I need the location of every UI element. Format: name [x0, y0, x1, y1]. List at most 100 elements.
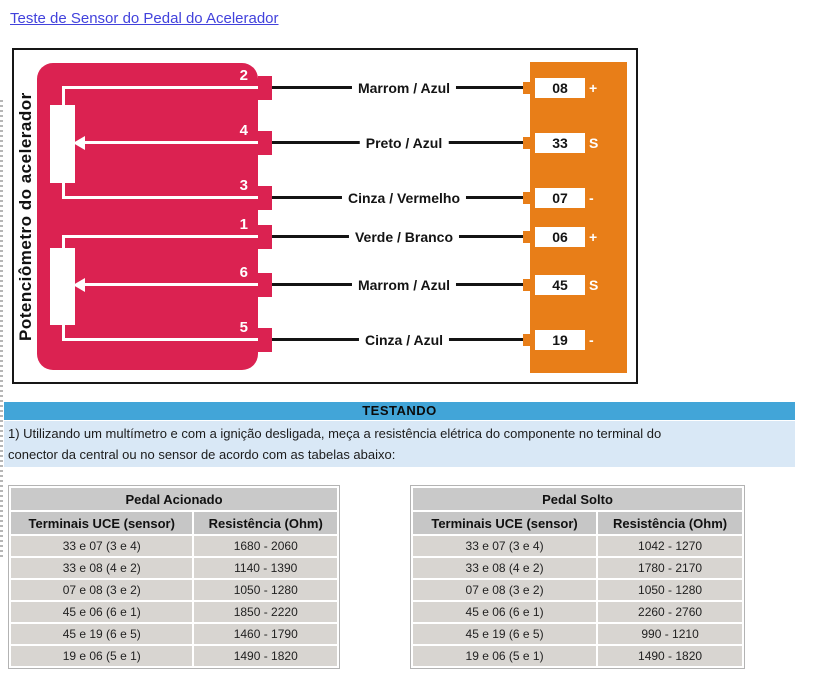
terminal-box: 33: [535, 133, 585, 153]
terminals-cell: 33 e 08 (4 e 2): [11, 558, 193, 578]
table-row: 45 e 06 (6 e 1) 1850 - 2220: [11, 602, 337, 622]
pin-tab: [258, 225, 272, 249]
column-header: Terminais UCE (sensor): [413, 512, 597, 534]
ecu-connector-block: [530, 62, 627, 373]
trace-line: [62, 196, 258, 199]
resistance-cell: 1140 - 1390: [194, 558, 337, 578]
table-row: 33 e 07 (3 e 4) 1680 - 2060: [11, 536, 337, 556]
terminals-cell: 45 e 06 (6 e 1): [11, 602, 193, 622]
connector-tab: [523, 231, 530, 243]
column-header: Resistência (Ohm): [598, 512, 742, 534]
terminals-cell: 45 e 06 (6 e 1): [413, 602, 597, 622]
trace-line: [62, 235, 258, 238]
table-row: 45 e 06 (6 e 1) 2260 - 2760: [413, 602, 742, 622]
pin-number: 2: [239, 67, 248, 84]
terminal-box: 06: [535, 227, 585, 247]
table-row: 45 e 19 (6 e 5) 1460 - 1790: [11, 624, 337, 644]
pin-tab: [258, 328, 272, 352]
trace-line: [62, 235, 65, 249]
resistance-cell: 1042 - 1270: [598, 536, 742, 556]
connector-tab: [523, 279, 530, 291]
pin-number: 1: [239, 216, 248, 233]
wire-color-label: Preto / Azul: [359, 133, 449, 153]
left-edge-watermark: [0, 100, 3, 560]
table-row: 19 e 06 (5 e 1) 1490 - 1820: [11, 646, 337, 666]
pin-tab: [258, 131, 272, 155]
terminals-cell: 45 e 19 (6 e 5): [11, 624, 193, 644]
connector-tab: [523, 137, 530, 149]
potentiometer-symbol-upper: [50, 105, 75, 183]
terminals-cell: 07 e 08 (3 e 2): [11, 580, 193, 600]
terminals-cell: 33 e 07 (3 e 4): [413, 536, 597, 556]
terminals-cell: 07 e 08 (3 e 2): [413, 580, 597, 600]
terminal-sign: S: [589, 277, 599, 293]
terminal-sign: -: [589, 190, 594, 206]
page-title-link[interactable]: Teste de Sensor do Pedal do Acelerador: [10, 10, 279, 27]
wire-color-label: Cinza / Azul: [358, 330, 450, 350]
terminals-cell: 19 e 06 (5 e 1): [11, 646, 193, 666]
wiring-diagram: Potenciômetro do acelerador 2 4 3 1 6 5 …: [12, 48, 638, 384]
resistance-cell: 1050 - 1280: [598, 580, 742, 600]
table-row: 33 e 07 (3 e 4) 1042 - 1270: [413, 536, 742, 556]
table-pedal-acionado: Pedal Acionado Terminais UCE (sensor) Re…: [8, 485, 340, 669]
resistance-cell: 1680 - 2060: [194, 536, 337, 556]
pin-tab: [258, 186, 272, 210]
terminals-cell: 19 e 06 (5 e 1): [413, 646, 597, 666]
pin-tab: [258, 273, 272, 297]
trace-line: [62, 86, 258, 89]
trace-line: [62, 323, 65, 340]
resistance-cell: 990 - 1210: [598, 624, 742, 644]
wiper-arrow-icon: [73, 278, 85, 292]
testing-section-header: TESTANDO: [4, 402, 795, 420]
table-row: 07 e 08 (3 e 2) 1050 - 1280: [11, 580, 337, 600]
terminal-box: 45: [535, 275, 585, 295]
pin-number: 5: [239, 319, 248, 336]
wire-color-label: Marrom / Azul: [351, 275, 457, 295]
table-row: 33 e 08 (4 e 2) 1780 - 2170: [413, 558, 742, 578]
terminal-sign: +: [589, 80, 598, 96]
terminal-box: 08: [535, 78, 585, 98]
table-row: 07 e 08 (3 e 2) 1050 - 1280: [413, 580, 742, 600]
terminals-cell: 33 e 07 (3 e 4): [11, 536, 193, 556]
resistance-cell: 1490 - 1820: [598, 646, 742, 666]
trace-line: [62, 86, 65, 106]
instruction-line: conector da central ou no sensor de acor…: [8, 447, 396, 462]
testing-instructions: 1) Utilizando um multímetro e com a igni…: [4, 421, 795, 467]
terminal-sign: S: [589, 135, 599, 151]
terminal-box: 19: [535, 330, 585, 350]
table-title: Pedal Solto: [413, 488, 742, 510]
table-pedal-solto: Pedal Solto Terminais UCE (sensor) Resis…: [410, 485, 745, 669]
terminal-sign: +: [589, 229, 598, 245]
connector-tab: [523, 82, 530, 94]
resistance-cell: 1780 - 2170: [598, 558, 742, 578]
resistance-cell: 1850 - 2220: [194, 602, 337, 622]
wiper-arrow-icon: [73, 136, 85, 150]
column-header: Resistência (Ohm): [194, 512, 337, 534]
terminals-cell: 33 e 08 (4 e 2): [413, 558, 597, 578]
connector-tab: [523, 334, 530, 346]
terminals-cell: 45 e 19 (6 e 5): [413, 624, 597, 644]
trace-line: [84, 141, 258, 144]
table-row: 19 e 06 (5 e 1) 1490 - 1820: [413, 646, 742, 666]
trace-line: [62, 338, 258, 341]
resistance-cell: 1050 - 1280: [194, 580, 337, 600]
terminal-sign: -: [589, 332, 594, 348]
potentiometer-symbol-lower: [50, 248, 75, 325]
trace-line: [62, 181, 65, 199]
wire-color-label: Marrom / Azul: [351, 78, 457, 98]
pin-number: 3: [239, 177, 248, 194]
pin-number: 4: [239, 122, 248, 139]
pin-tab: [258, 76, 272, 100]
wire-color-label: Verde / Branco: [348, 227, 460, 247]
resistance-cell: 1460 - 1790: [194, 624, 337, 644]
connector-tab: [523, 192, 530, 204]
resistance-cell: 1490 - 1820: [194, 646, 337, 666]
wire-color-label: Cinza / Vermelho: [341, 188, 467, 208]
table-row: 45 e 19 (6 e 5) 990 - 1210: [413, 624, 742, 644]
instruction-line: 1) Utilizando um multímetro e com a igni…: [8, 426, 662, 441]
trace-line: [84, 283, 258, 286]
pin-number: 6: [239, 264, 248, 281]
resistance-cell: 2260 - 2760: [598, 602, 742, 622]
column-header: Terminais UCE (sensor): [11, 512, 193, 534]
terminal-box: 07: [535, 188, 585, 208]
